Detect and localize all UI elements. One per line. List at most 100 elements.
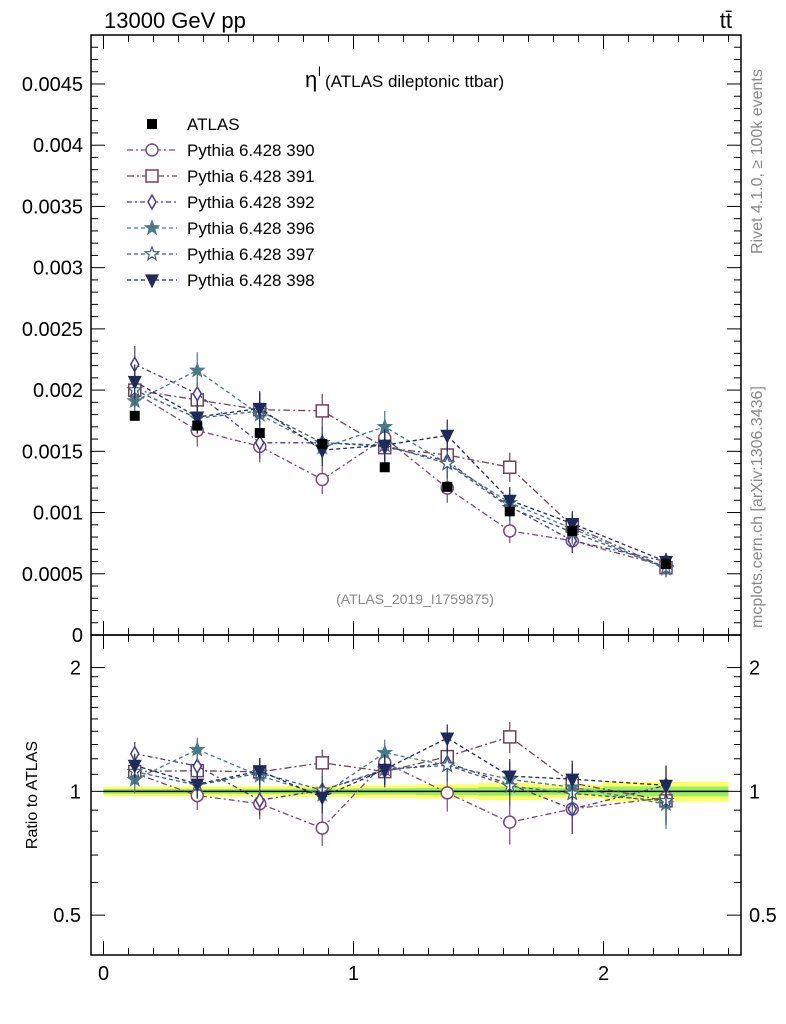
marker-shape	[440, 429, 455, 444]
marker-shape	[188, 361, 206, 378]
legend-marker	[147, 193, 157, 211]
ratio-point	[503, 815, 517, 829]
atlas-data-point	[379, 462, 390, 473]
marker-shape	[254, 434, 265, 452]
data-point	[503, 524, 517, 538]
data-point	[315, 472, 329, 487]
data-point	[440, 429, 455, 444]
marker-shape	[147, 119, 157, 129]
marker-shape	[315, 791, 330, 806]
marker-shape	[252, 402, 267, 417]
ratio-series-line	[134, 764, 667, 802]
ratio-point	[659, 779, 673, 794]
ratio-point	[440, 786, 454, 800]
marker-shape	[188, 740, 206, 757]
ratio-point	[377, 763, 392, 778]
marker-shape	[377, 763, 392, 778]
y-tick-label: 0.0035	[22, 196, 83, 218]
atlas-data-point	[317, 438, 328, 449]
ratio-point	[315, 756, 329, 770]
atlas-data-point	[192, 420, 203, 431]
ratio-point	[440, 732, 455, 747]
marker-shape	[440, 786, 454, 800]
ratio-point	[188, 740, 206, 757]
y-tick-label: 0.0045	[22, 74, 83, 96]
y-tick-label: 0.001	[33, 503, 83, 525]
plot-title-symbol: η	[305, 67, 317, 92]
ratio-series-line	[134, 748, 667, 805]
marker-shape	[565, 773, 580, 788]
series-line	[134, 392, 667, 568]
ratio-point	[565, 773, 580, 788]
y-tick-label: 0.0015	[22, 441, 83, 463]
ratio-point	[438, 756, 456, 773]
y-tick-label: 0.004	[33, 135, 83, 157]
ratio-tick-label: 1	[70, 781, 81, 803]
ratio-tick-label-right: 1	[749, 781, 760, 803]
marker-shape	[127, 375, 142, 390]
legend: ATLAS Pythia 6.428 390 Pythia 6.428 391 Pyt…	[127, 115, 315, 290]
ratio-point	[127, 759, 142, 774]
atlas-data	[129, 410, 671, 569]
ratio-point	[503, 730, 517, 744]
marker-shape	[192, 385, 203, 403]
ratio-point	[502, 770, 517, 785]
legend-label: Pythia 6.428 391	[187, 167, 315, 186]
data-point	[192, 385, 203, 403]
marker-shape	[315, 404, 329, 418]
mcplots-label: mcplots.cern.ch [arXiv:1306.3436]	[749, 386, 766, 628]
marker-shape	[147, 193, 157, 211]
ratio-tick-label: 2	[70, 658, 81, 680]
y-tick-label: 0.0005	[22, 564, 83, 586]
plot-title-superscript: l	[318, 64, 321, 79]
marker-shape	[502, 770, 517, 785]
marker-shape	[145, 143, 159, 157]
marker-shape	[143, 219, 161, 236]
legend-label: Pythia 6.428 396	[187, 219, 315, 238]
ratio-tick-label: 0.5	[53, 905, 81, 927]
ratio-series-line	[134, 761, 667, 829]
marker-shape	[503, 815, 517, 829]
ratio-y-axis-label: Ratio to ATLAS	[24, 741, 41, 849]
marker-shape	[379, 462, 390, 473]
marker-shape	[315, 821, 329, 835]
marker-shape	[567, 525, 578, 536]
ratio-point	[315, 821, 329, 835]
x-tick-label: 1	[348, 963, 359, 985]
data-point	[252, 402, 267, 417]
marker-shape	[145, 274, 159, 289]
marker-shape	[315, 756, 329, 770]
marker-shape	[503, 460, 517, 474]
legend-marker	[145, 274, 159, 289]
data-point	[315, 404, 329, 418]
y-tick-label: 0.0025	[22, 319, 83, 341]
marker-shape	[127, 759, 142, 774]
marker-shape	[129, 410, 140, 421]
series-1	[128, 375, 673, 575]
legend-label: Pythia 6.428 398	[187, 271, 315, 290]
data-point	[565, 517, 580, 532]
y-tick-label: 0	[72, 625, 83, 647]
legend-label-atlas: ATLAS	[187, 115, 240, 134]
series-line	[134, 380, 667, 563]
data-point	[503, 460, 517, 474]
data-point	[377, 439, 392, 454]
series-line	[134, 369, 667, 570]
marker-shape	[254, 791, 265, 809]
marker-shape	[659, 779, 673, 794]
marker-shape	[503, 524, 517, 538]
y-tick-label: 0.003	[33, 258, 83, 280]
marker-shape	[145, 169, 159, 183]
ratio-plot-frame	[90, 634, 742, 956]
legend-marker	[143, 245, 161, 262]
data-point	[190, 411, 205, 426]
marker-shape	[661, 558, 671, 569]
ratio-tick-label-right: 0.5	[749, 905, 777, 927]
marker-shape	[377, 439, 392, 454]
marker-shape	[317, 438, 328, 449]
legend-marker-atlas	[147, 119, 157, 129]
ratio-series-line	[134, 737, 667, 798]
marker-shape	[190, 778, 205, 793]
atlas-data-point	[504, 506, 515, 517]
